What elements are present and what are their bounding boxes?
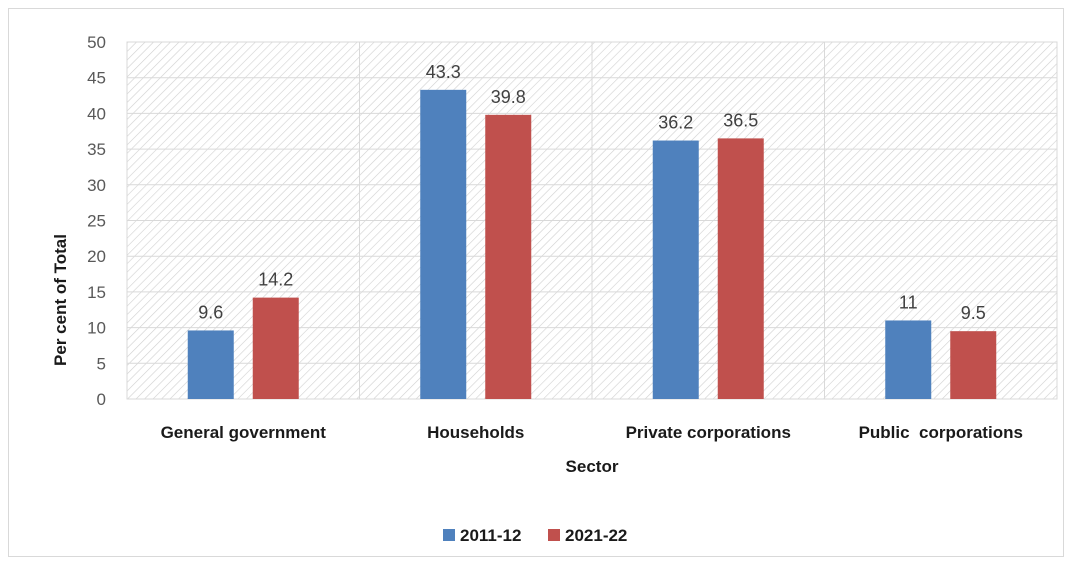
- data-label: 11: [899, 292, 918, 312]
- data-label: 14.2: [258, 270, 293, 290]
- y-axis-title: Per cent of Total: [51, 234, 70, 366]
- data-label: 39.8: [491, 87, 526, 107]
- category-label: General government: [161, 423, 327, 442]
- category-label: Private corporations: [626, 423, 791, 442]
- legend-swatch: [548, 529, 560, 541]
- bar-2021-22-0: [252, 297, 299, 399]
- y-tick-label: 25: [87, 212, 106, 231]
- data-label: 9.5: [961, 303, 986, 323]
- y-tick-label: 10: [87, 319, 106, 338]
- y-tick-label: 45: [87, 69, 106, 88]
- x-axis-title: Sector: [566, 457, 619, 476]
- y-axis-ticks: 0 5 10 15 20 25 30 35 40 45 50: [87, 33, 106, 409]
- legend-swatch: [443, 529, 455, 541]
- y-tick-label: 0: [97, 390, 106, 409]
- bar-2021-22-1: [485, 114, 532, 399]
- legend-label: 2021-22: [565, 526, 627, 545]
- bar-2021-22-3: [950, 331, 997, 399]
- data-label: 43.3: [426, 62, 461, 82]
- data-label: 9.6: [198, 302, 223, 322]
- bar-2021-22-2: [717, 138, 764, 399]
- data-label: 36.5: [723, 110, 758, 130]
- data-labels: 9.6 14.2 43.3 39.8 36.2 36.5 11 9.5: [198, 62, 986, 323]
- y-tick-label: 30: [87, 176, 106, 195]
- y-tick-label: 50: [87, 33, 106, 52]
- legend-label: 2011-12: [460, 526, 521, 545]
- bars: [187, 89, 997, 400]
- y-tick-label: 20: [87, 247, 106, 266]
- category-label: Households: [427, 423, 524, 442]
- category-label: Public corporations: [859, 423, 1023, 442]
- bar-2011-12-2: [652, 140, 699, 400]
- y-tick-label: 5: [97, 354, 106, 373]
- y-tick-label: 40: [87, 104, 106, 123]
- category-labels: General government Households Private corp…: [161, 423, 1023, 442]
- y-tick-label: 35: [87, 140, 106, 159]
- bar-2011-12-0: [187, 330, 234, 399]
- y-tick-label: 15: [87, 283, 106, 302]
- legend: 2011-12 2021-22: [443, 526, 627, 545]
- bar-2011-12-1: [420, 89, 467, 399]
- bar-2011-12-3: [885, 320, 932, 399]
- data-label: 36.2: [658, 113, 693, 133]
